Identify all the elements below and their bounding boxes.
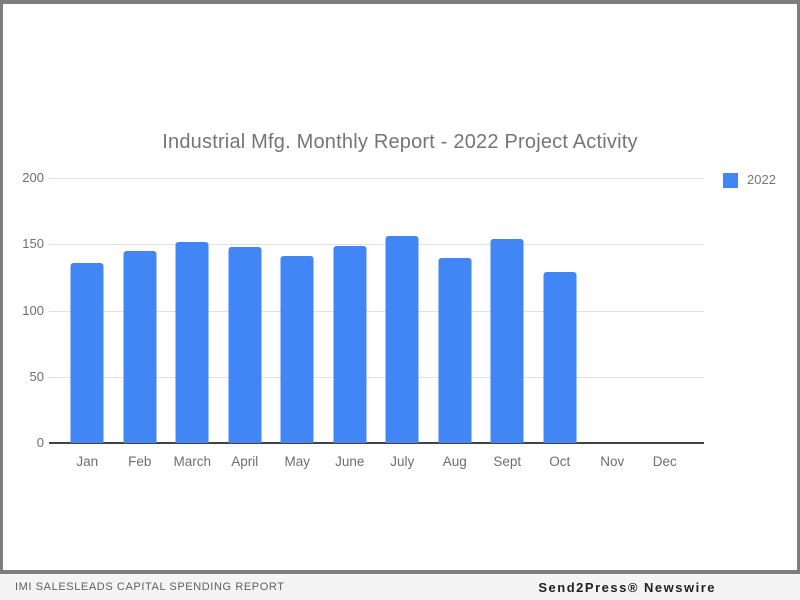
- legend-label-2022: 2022: [747, 172, 776, 187]
- bar-slot-jan: [61, 178, 114, 443]
- bar-feb: [123, 250, 157, 443]
- x-axis-label-feb: Feb: [128, 454, 152, 469]
- y-axis-label-0: 0: [36, 435, 44, 450]
- gridline-150: [49, 244, 704, 246]
- bar-sept: [490, 238, 524, 443]
- x-axis-label-dec: Dec: [652, 454, 677, 469]
- bar-slot-nov: [586, 178, 639, 443]
- bar-slot-march: [166, 178, 219, 443]
- chart-legend: 2022: [723, 172, 776, 188]
- square-swatch-icon: [723, 172, 738, 188]
- bar-july: [385, 236, 419, 443]
- x-axis-line: [49, 442, 704, 444]
- x-axis-label-sept: Sept: [493, 454, 522, 469]
- bar-march: [175, 241, 209, 443]
- y-axis-label-150: 150: [22, 236, 44, 252]
- x-axis-label-april: April: [231, 454, 259, 469]
- x-axis-label-july: July: [390, 454, 415, 469]
- gridline-50: [49, 376, 704, 378]
- bar-slot-april: [219, 178, 272, 443]
- bar-april: [228, 246, 262, 443]
- chart-area: Industrial Mfg. Monthly Report - 2022 Pr…: [3, 4, 797, 570]
- x-axis-label-oct: Oct: [549, 454, 571, 469]
- bar-jan: [70, 262, 104, 443]
- gridline-100: [49, 310, 704, 312]
- bar-aug: [438, 257, 472, 443]
- bar-slot-dec: [639, 178, 692, 443]
- gridline-200: [49, 178, 704, 179]
- bar-slot-feb: [114, 178, 167, 443]
- bar-slot-june: [324, 178, 377, 443]
- x-axis-label-aug: Aug: [442, 454, 467, 469]
- bar-slot-may: [271, 178, 324, 443]
- y-axis-label-50: 50: [29, 368, 44, 384]
- bar-slot-july: [376, 178, 429, 443]
- bar-may: [280, 256, 314, 443]
- x-axis-label-may: May: [284, 454, 310, 469]
- y-axis-label-100: 100: [22, 302, 44, 318]
- chart-title: Industrial Mfg. Monthly Report - 2022 Pr…: [162, 131, 638, 153]
- footer-left-text: IMI SALESLEADS CAPITAL SPENDING REPORT: [15, 581, 285, 593]
- bar-june: [333, 245, 367, 443]
- x-axis-labels: Jan Feb March April May June July Aug Sept Oct Nov…: [61, 454, 691, 470]
- y-axis-label-200: 200: [22, 170, 44, 185]
- x-axis-label-jan: Jan: [76, 454, 99, 469]
- bar-oct: [543, 272, 577, 443]
- x-axis-label-nov: Nov: [600, 454, 625, 469]
- bar-slot-oct: [534, 178, 587, 443]
- bar-series-2022: [61, 178, 691, 443]
- x-axis-label-june: June: [335, 454, 365, 469]
- footer-right-text: Send2Press® Newswire: [538, 579, 716, 595]
- chart-card: Industrial Mfg. Monthly Report - 2022 Pr…: [0, 0, 800, 574]
- footer-bar: IMI SALESLEADS CAPITAL SPENDING REPORT S…: [0, 574, 800, 600]
- bar-slot-sept: [481, 178, 534, 443]
- plot-area: [49, 178, 704, 444]
- bar-slot-aug: [429, 178, 482, 443]
- x-axis-label-march: March: [173, 454, 211, 469]
